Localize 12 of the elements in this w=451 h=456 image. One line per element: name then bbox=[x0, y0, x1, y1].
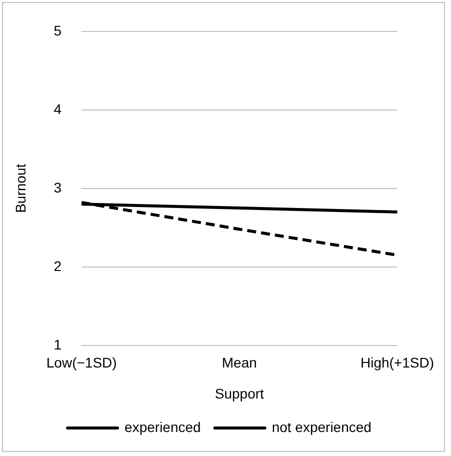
legend-label: experienced bbox=[124, 418, 201, 435]
x-axis-title: Support bbox=[214, 385, 264, 402]
y-axis-title: Burnout bbox=[12, 164, 28, 213]
x-tick-label: High(+1SD) bbox=[360, 354, 434, 371]
legend-label: not experienced bbox=[272, 418, 372, 435]
x-tick-label: Mean bbox=[222, 354, 257, 371]
y-tick-label: 3 bbox=[54, 179, 62, 196]
y-tick-label: 1 bbox=[54, 336, 62, 352]
y-tick-label: 4 bbox=[54, 100, 62, 117]
y-tick-label: 5 bbox=[54, 22, 62, 38]
x-tick-label: Low(−1SD) bbox=[46, 354, 117, 371]
y-tick-label: 2 bbox=[54, 258, 62, 274]
